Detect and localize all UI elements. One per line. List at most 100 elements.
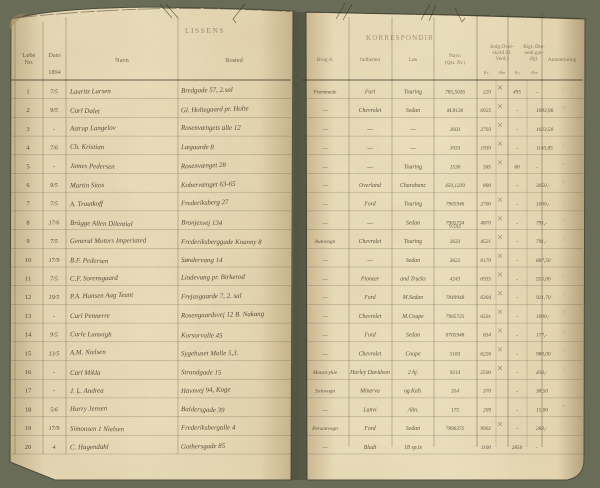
svg-text:---: --- — [367, 127, 373, 133]
svg-text:Personvogn: Personvogn — [311, 426, 338, 432]
svg-text:177,-: 177,- — [536, 333, 547, 339]
svg-text:M.Coupe: M.Coupe — [401, 314, 424, 320]
svg-text:6226: 6226 — [480, 351, 491, 357]
svg-text:-: - — [536, 445, 538, 451]
svg-text:3622: 3622 — [450, 258, 461, 264]
svg-text:-: - — [516, 183, 518, 189]
svg-text:Sedan: Sedan — [406, 108, 420, 114]
svg-text:-: - — [516, 220, 518, 226]
svg-text:Verd.): Verd.) — [495, 55, 509, 62]
svg-text:60: 60 — [514, 164, 520, 170]
svg-text:Sygehuset Malle 5,3.: Sygehuset Malle 5,3. — [181, 350, 239, 358]
svg-text:450,1239: 450,1239 — [445, 183, 465, 189]
svg-text:4243: 4243 — [450, 277, 461, 283]
svg-text:6501: 6501 — [480, 314, 491, 320]
svg-text:7/5: 7/5 — [50, 277, 58, 283]
svg-text:Navn: Navn — [115, 57, 129, 64]
svg-text:Charabanc: Charabanc — [400, 183, 427, 189]
svg-text:---: --- — [322, 183, 328, 189]
svg-text:Frederiksberggade Knanny 8: Frederiksberggade Knanny 8 — [180, 239, 262, 246]
svg-text:456,-: 456,- — [536, 370, 547, 376]
svg-text:4521: 4521 — [480, 239, 491, 245]
svg-text:LISSENS: LISSENS — [185, 26, 225, 35]
svg-text:Øre: Øre — [531, 70, 538, 75]
svg-text:370: 370 — [483, 389, 491, 395]
svg-text:-: - — [516, 407, 518, 413]
svg-text:M.8136: M.8136 — [446, 108, 464, 114]
svg-text:555,00: 555,00 — [536, 277, 551, 283]
svg-text:834: 834 — [483, 333, 491, 339]
svg-text:Lindevang pr. Birkerod: Lindevang pr. Birkerod — [180, 274, 246, 282]
svg-text:2700: 2700 — [480, 202, 491, 208]
svg-text:Ch. Kristian: Ch. Kristian — [70, 144, 105, 151]
svg-text:Sedan: Sedan — [406, 220, 420, 226]
svg-text:Carle Lumvigh: Carle Lumvigh — [70, 331, 112, 338]
svg-text:12: 12 — [25, 294, 32, 301]
svg-text:3033: 3033 — [450, 146, 461, 152]
svg-text:283,-: 283,- — [536, 426, 547, 432]
svg-text:-: - — [516, 277, 518, 283]
svg-text:Autovogn: Autovogn — [314, 239, 336, 245]
svg-text:M.Sedan: M.Sedan — [402, 295, 424, 301]
svg-text:-: - — [516, 389, 518, 395]
svg-text:19: 19 — [25, 425, 32, 432]
svg-text:209: 209 — [483, 407, 491, 413]
svg-text:175: 175 — [451, 407, 459, 413]
svg-text:6170: 6170 — [480, 258, 491, 264]
svg-text:---: --- — [322, 202, 328, 208]
svg-text:-: - — [516, 258, 518, 264]
svg-text:A. Trautkoff: A. Trautkoff — [69, 200, 104, 208]
svg-text:6935: 6935 — [480, 277, 491, 283]
svg-text:1894: 1894 — [48, 69, 61, 76]
svg-text:Ford: Ford — [363, 202, 375, 208]
svg-text:3050,-: 3050,- — [536, 183, 550, 189]
svg-text:13: 13 — [25, 313, 32, 320]
svg-text:B.F. Pedersen: B.F. Pedersen — [70, 257, 109, 265]
svg-text:·/: ·/ — [562, 368, 566, 374]
svg-text:---: --- — [322, 146, 328, 152]
svg-text:7905734: 7905734 — [446, 220, 465, 226]
svg-text:~/: ~/ — [562, 218, 567, 224]
svg-text:Sedan: Sedan — [406, 258, 420, 264]
svg-text:9/5: 9/5 — [50, 108, 58, 114]
svg-text:KORRESPONDIR: KORRESPONDIR — [366, 34, 434, 42]
svg-text:8705948: 8705948 — [446, 333, 465, 339]
svg-text:14: 14 — [25, 332, 32, 339]
svg-text:980,00: 980,00 — [536, 351, 551, 357]
svg-text:Solovogn: Solovogn — [315, 389, 335, 395]
svg-text:General Motors Imperiated: General Motors Imperiated — [70, 237, 147, 245]
svg-text:7: 7 — [562, 405, 565, 411]
svg-text:J. L. Andrea: J. L. Andrea — [70, 388, 104, 396]
svg-text:2 hj.: 2 hj. — [408, 370, 418, 376]
svg-text:13/5: 13/5 — [49, 351, 60, 357]
svg-text:Anmærkning: Anmærkning — [548, 57, 577, 63]
svg-text:-: - — [516, 146, 518, 152]
svg-text:Fort: Fort — [364, 90, 376, 96]
svg-text:---: --- — [322, 220, 328, 226]
svg-text:C. Hagendahl: C. Hagendahl — [70, 444, 109, 452]
svg-text:---: --- — [322, 277, 328, 283]
svg-text:Chevrolet: Chevrolet — [359, 108, 382, 114]
svg-text:7: 7 — [562, 181, 565, 187]
svg-text:---: --- — [322, 127, 328, 133]
svg-text:---: --- — [322, 164, 328, 170]
svg-text:-: - — [53, 314, 55, 320]
svg-text:585: 585 — [483, 164, 491, 170]
svg-text:---: --- — [322, 295, 328, 301]
svg-text:495: 495 — [513, 90, 521, 96]
svg-text:-: - — [516, 314, 518, 320]
svg-text:Frejasgaarde 7, 2. sal: Frejasgaarde 7, 2. sal — [180, 293, 242, 301]
svg-text:Løbe: Løbe — [23, 52, 36, 59]
svg-text:Astrup Langelov: Astrup Langelov — [69, 125, 117, 133]
svg-text:9/5: 9/5 — [50, 333, 58, 339]
svg-text:1083,96: 1083,96 — [536, 108, 554, 114]
svg-text:Lægaarde 8: Lægaarde 8 — [180, 144, 214, 151]
svg-text:9902: 9902 — [480, 426, 491, 432]
svg-text:-: - — [516, 108, 518, 114]
svg-text:Bladt: Bladt — [364, 445, 377, 451]
svg-text:Carl Dalet: Carl Dalet — [70, 108, 101, 116]
svg-text:1000,-: 1000,- — [536, 202, 550, 208]
svg-text:Simonsen 1 Nielsen: Simonsen 1 Nielsen — [70, 426, 125, 434]
svg-text:7/5: 7/5 — [50, 239, 58, 245]
svg-text:17/9: 17/9 — [49, 426, 60, 432]
